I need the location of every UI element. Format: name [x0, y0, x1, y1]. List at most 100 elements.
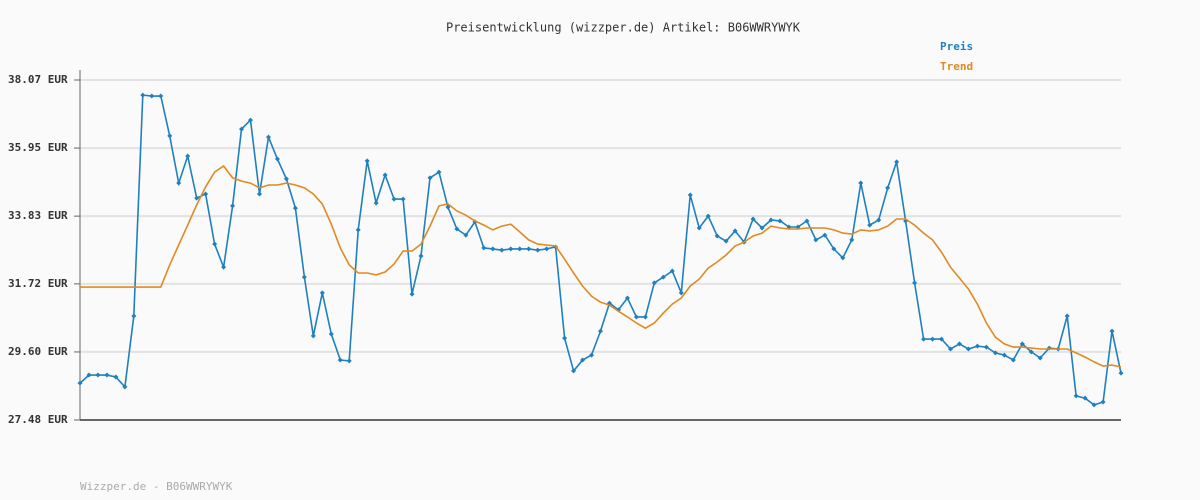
point-marker [589, 352, 595, 358]
y-tick-label: 31.72 EUR [8, 277, 68, 290]
point-marker [481, 245, 487, 251]
point-marker [230, 203, 236, 209]
point-marker [382, 172, 388, 178]
point-marker [490, 246, 496, 252]
chart-title: Preisentwicklung (wizzper.de) Artikel: B… [446, 21, 801, 35]
point-marker [391, 196, 397, 202]
point-marker [1100, 399, 1106, 405]
point-marker [535, 247, 541, 253]
y-tick-label: 27.48 EUR [8, 413, 68, 426]
point-marker [292, 205, 298, 211]
point-marker [1019, 341, 1025, 347]
point-marker [77, 380, 83, 386]
point-marker [660, 274, 666, 280]
point-marker [167, 133, 173, 139]
point-marker [939, 336, 945, 342]
point-marker [409, 291, 415, 297]
point-marker [598, 328, 603, 334]
legend-label: Trend [940, 60, 973, 73]
point-marker [113, 374, 119, 380]
point-marker [687, 192, 693, 198]
point-marker [427, 175, 433, 181]
point-marker [526, 246, 532, 252]
point-marker [580, 357, 586, 363]
point-marker [463, 232, 469, 238]
point-marker [1010, 357, 1016, 363]
point-marker [930, 336, 936, 342]
point-marker [274, 156, 280, 162]
point-marker [992, 350, 998, 356]
legend-label: Preis [940, 40, 973, 53]
point-marker [176, 180, 182, 186]
point-marker [436, 169, 442, 175]
point-marker [95, 372, 101, 378]
point-marker [858, 180, 864, 186]
point-marker [965, 346, 971, 352]
point-marker [508, 246, 514, 252]
point-marker [642, 314, 648, 320]
point-marker [1091, 402, 1097, 408]
point-marker [328, 331, 334, 337]
point-marker [1118, 370, 1124, 376]
point-marker [732, 228, 738, 234]
point-marker [912, 280, 918, 286]
point-marker [894, 159, 900, 165]
series-line [79, 94, 1122, 406]
point-marker [239, 126, 245, 132]
footer: Wizzper.de - B06WWRYWYK [80, 480, 233, 493]
point-marker [149, 93, 155, 99]
point-marker [867, 222, 873, 228]
point-marker [346, 358, 352, 364]
point-marker [804, 218, 810, 224]
y-tick-label: 38.07 EUR [8, 73, 68, 86]
point-marker [777, 218, 783, 224]
point-marker [723, 238, 729, 244]
point-marker [517, 246, 523, 252]
point-marker [283, 176, 289, 182]
point-marker [337, 357, 343, 363]
point-marker [1037, 355, 1043, 361]
point-marker [212, 241, 218, 247]
point-marker [1082, 395, 1088, 401]
point-marker [1073, 393, 1079, 399]
point-marker [562, 335, 568, 341]
point-marker [696, 225, 702, 231]
point-marker [813, 237, 819, 243]
point-marker [364, 158, 370, 164]
point-marker [974, 343, 980, 349]
point-marker [158, 93, 164, 99]
point-marker [86, 372, 92, 378]
point-marker [319, 290, 325, 296]
series-line [80, 164, 1122, 368]
point-marker [822, 232, 828, 238]
point-marker [705, 213, 711, 219]
point-marker [185, 153, 191, 159]
point-marker [221, 264, 227, 270]
point-marker [373, 200, 379, 206]
point-marker [759, 225, 765, 231]
point-marker [1109, 328, 1115, 334]
y-tick-label: 35.95 EUR [8, 141, 68, 154]
point-marker [1001, 352, 1007, 358]
point-marker [1064, 313, 1070, 319]
point-marker [678, 290, 684, 296]
point-marker [122, 384, 128, 390]
point-marker [1028, 349, 1034, 355]
y-tick-label: 29.60 EUR [8, 345, 68, 358]
point-marker [956, 341, 962, 347]
point-marker [624, 295, 630, 301]
point-marker [140, 92, 146, 98]
point-marker [544, 246, 550, 252]
point-marker [768, 217, 774, 223]
point-marker [355, 227, 361, 233]
point-marker [633, 314, 639, 320]
point-marker [104, 372, 110, 378]
point-marker [750, 216, 756, 222]
point-marker [831, 246, 837, 252]
point-marker [301, 274, 307, 280]
point-marker [203, 191, 209, 197]
point-marker [714, 233, 720, 239]
point-marker [310, 333, 316, 339]
point-marker [265, 134, 271, 140]
